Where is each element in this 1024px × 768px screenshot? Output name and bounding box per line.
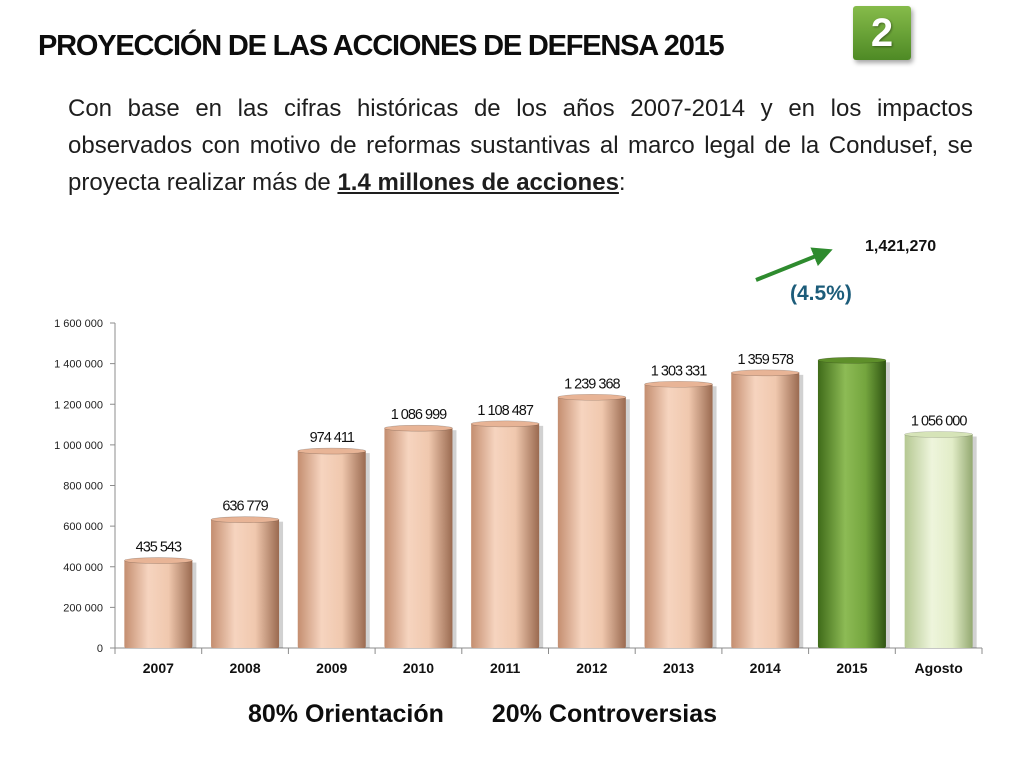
intro-text-end: :: [618, 169, 626, 196]
bar-chart: 0 200 000 400 000 600 000 800 000 1 000 000 1 …: [54, 318, 983, 676]
bar-cap: [470, 420, 540, 428]
data-label: 1 359 578: [737, 352, 793, 368]
bar-2013: [644, 383, 713, 648]
y-tick-label: 600 000: [63, 521, 103, 533]
data-label: 1 086 999: [391, 407, 447, 423]
bar-Agosto: [904, 433, 973, 648]
x-tick-label: 2015: [836, 660, 867, 676]
data-label: 435 543: [136, 540, 182, 556]
data-label: 1 303 331: [651, 363, 707, 379]
x-tick-label: 2013: [663, 660, 694, 676]
x-tick-label: 2011: [490, 660, 521, 676]
bar-2014: [731, 371, 800, 648]
bar-2015: [817, 359, 886, 648]
bar-2010: [384, 427, 453, 648]
data-label: 1 108 487: [477, 403, 533, 419]
bar-cap: [730, 369, 800, 377]
bar-2008: [211, 518, 280, 648]
y-tick-label: 1 600 000: [54, 318, 103, 330]
data-label: 1 239 368: [564, 376, 620, 392]
data-label: 636 779: [222, 499, 268, 515]
growth-percentage: (4.5%): [790, 282, 852, 305]
bar-cap: [297, 447, 367, 455]
page-number-badge: 2: [853, 6, 911, 60]
bar-cap: [644, 380, 713, 388]
x-tick-label: 2007: [143, 660, 174, 676]
bar-2007: [124, 559, 193, 648]
x-tick-label: 2008: [229, 660, 260, 676]
y-tick-label: 1 000 000: [54, 440, 103, 452]
bar-cap: [817, 357, 887, 364]
y-tick-label: 1 200 000: [54, 399, 103, 411]
y-tick-label: 800 000: [63, 481, 103, 493]
y-tick-label: 200 000: [63, 602, 103, 614]
data-label: 974 411: [310, 430, 355, 446]
bar-cap: [384, 424, 453, 432]
x-tick-label: 2010: [403, 660, 434, 676]
bar-2009: [297, 450, 366, 648]
y-tick-label: 0: [97, 643, 103, 655]
bar-cap: [210, 516, 280, 523]
y-tick-label: 400 000: [63, 562, 103, 574]
x-tick-label: 2009: [316, 660, 347, 676]
bar-cap: [557, 393, 627, 401]
bar-cap: [124, 557, 193, 564]
orientation-share: 80% Orientación: [248, 700, 444, 728]
controversies-share: 20% Controversias: [491, 700, 718, 728]
projection-value: 1,421,270: [865, 238, 937, 255]
intro-text: Con base en las cifras históricas de los…: [68, 95, 973, 196]
intro-paragraph: Con base en las cifras históricas de los…: [68, 90, 973, 201]
intro-highlight: 1.4 millones de acciones: [337, 169, 619, 196]
x-tick-label: 2014: [750, 660, 781, 676]
x-tick-label: 2012: [576, 660, 607, 676]
trend-arrow-icon: [755, 247, 833, 282]
data-label: 1 056 000: [911, 414, 967, 430]
bar-cap: [904, 431, 973, 438]
bar-2011: [471, 422, 540, 648]
slide-title: PROYECCIÓN DE LAS ACCIONES DE DEFENSA 20…: [38, 30, 725, 62]
y-tick-label: 1 400 000: [54, 359, 103, 371]
footer-breakdown: 80% Orientación 20% Controversias: [248, 700, 717, 729]
x-tick-label: Agosto: [915, 660, 963, 676]
bar-2012: [557, 396, 626, 648]
